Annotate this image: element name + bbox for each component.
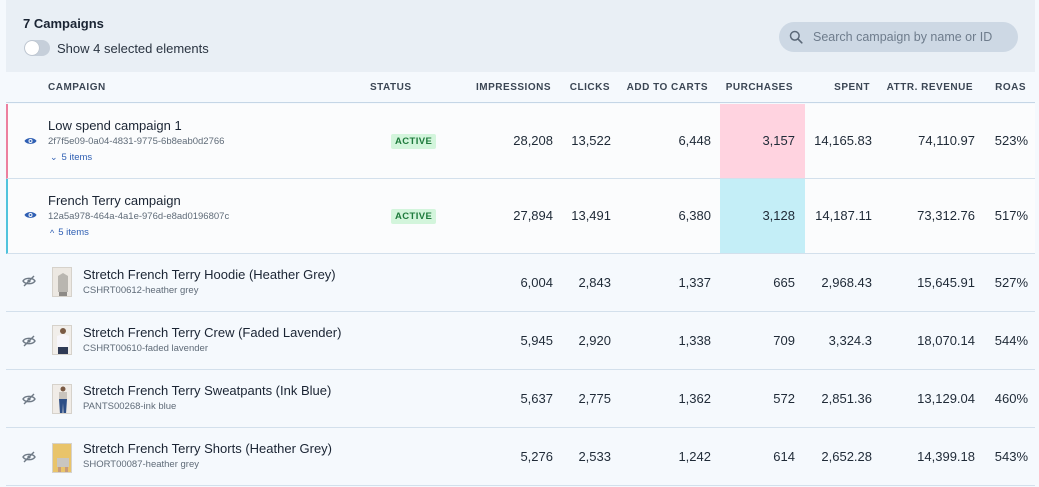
- attr-revenue-value: 13,129.04: [917, 391, 975, 406]
- purchases-value: 665: [773, 275, 795, 290]
- column-header-add-to-carts[interactable]: ADD TO CARTS: [626, 82, 708, 93]
- attr-revenue-value: 73,312.76: [917, 208, 975, 223]
- product-row[interactable]: Stretch French Terry Crew (Faded Lavende…: [6, 312, 1035, 370]
- impressions-value: 28,208: [513, 133, 553, 148]
- product-sku: CSHRT00610-faded lavender: [83, 343, 208, 354]
- purchases-highlight: [720, 179, 805, 253]
- product-sku: CSHRT00612-heather grey: [83, 285, 199, 296]
- product-row[interactable]: Stretch French Terry Hoodie (Heather Gre…: [6, 254, 1035, 312]
- column-header-spent[interactable]: SPENT: [834, 82, 870, 93]
- product-name[interactable]: Stretch French Terry Hoodie (Heather Gre…: [83, 267, 336, 282]
- spent-value: 2,968.43: [821, 275, 872, 290]
- expand-items-link[interactable]: ⌄ 5 items: [50, 152, 92, 163]
- eye-off-icon[interactable]: [22, 335, 36, 347]
- purchases-value: 614: [773, 449, 795, 464]
- impressions-value: 5,637: [520, 391, 553, 406]
- eye-icon[interactable]: [24, 136, 37, 146]
- add-to-carts-value: 6,380: [678, 208, 711, 223]
- column-header-clicks[interactable]: CLICKS: [569, 82, 610, 93]
- spent-value: 14,165.83: [814, 133, 872, 148]
- spent-value: 14,187.11: [815, 208, 872, 223]
- search-box[interactable]: [779, 22, 1018, 52]
- purchases-value: 572: [773, 391, 795, 406]
- attr-revenue-value: 15,645.91: [917, 275, 975, 290]
- items-count: 5 items: [58, 227, 89, 238]
- impressions-value: 27,894: [513, 208, 553, 223]
- product-thumbnail: [52, 443, 72, 473]
- purchases-value: 3,128: [762, 208, 795, 223]
- show-selected-label: Show 4 selected elements: [57, 40, 209, 56]
- product-sku: PANTS00268-ink blue: [83, 401, 177, 412]
- status-badge: ACTIVE: [391, 209, 437, 224]
- campaign-id: 2f7f5e09-0a04-4831-9775-6b8eab0d2766: [48, 136, 225, 147]
- product-name[interactable]: Stretch French Terry Crew (Faded Lavende…: [83, 325, 342, 340]
- status-badge: ACTIVE: [391, 134, 437, 149]
- campaign-name[interactable]: Low spend campaign 1: [48, 118, 182, 133]
- table-header-bar: 7 Campaigns Show 4 selected elements: [6, 0, 1035, 72]
- clicks-value: 13,522: [571, 133, 611, 148]
- purchases-highlight: [720, 104, 805, 178]
- items-count: 5 items: [61, 152, 93, 163]
- roas-value: 527%: [994, 275, 1028, 290]
- campaign-name[interactable]: French Terry campaign: [48, 193, 181, 208]
- search-icon: [789, 30, 803, 44]
- campaign-id: 12a5a978-464a-4a1e-976d-e8ad0196807c: [48, 211, 230, 222]
- spent-value: 2,851.36: [821, 391, 872, 406]
- column-header-status[interactable]: STATUS: [370, 82, 412, 93]
- add-to-carts-value: 1,338: [678, 333, 711, 348]
- toggle-knob: [25, 41, 39, 55]
- product-name[interactable]: Stretch French Terry Shorts (Heather Gre…: [83, 441, 333, 456]
- impressions-value: 6,004: [520, 275, 553, 290]
- add-to-carts-value: 1,362: [678, 391, 711, 406]
- eye-icon[interactable]: [24, 210, 37, 220]
- column-header-roas[interactable]: ROAS: [995, 82, 1026, 93]
- impressions-value: 5,945: [520, 333, 553, 348]
- show-selected-toggle[interactable]: [24, 40, 50, 56]
- attr-revenue-value: 74,110.97: [918, 133, 975, 148]
- search-input[interactable]: [813, 30, 1003, 44]
- collapse-items-link[interactable]: ^ 5 items: [50, 227, 89, 238]
- roas-value: 543%: [994, 449, 1028, 464]
- impressions-value: 5,276: [520, 449, 553, 464]
- column-header-purchases[interactable]: PURCHASES: [725, 82, 793, 93]
- chevron-up-icon: ^: [50, 227, 55, 238]
- show-selected-toggle-row[interactable]: Show 4 selected elements: [24, 40, 209, 56]
- product-sku: SHORT00087-heather grey: [83, 459, 199, 470]
- column-header-campaign[interactable]: CAMPAIGN: [48, 82, 106, 93]
- product-thumbnail: [52, 267, 72, 297]
- clicks-value: 13,491: [571, 208, 611, 223]
- purchases-value: 709: [773, 333, 795, 348]
- clicks-value: 2,843: [578, 275, 611, 290]
- campaign-row[interactable]: Low spend campaign 1 2f7f5e09-0a04-4831-…: [6, 104, 1035, 179]
- eye-off-icon[interactable]: [22, 451, 36, 463]
- clicks-value: 2,775: [578, 391, 611, 406]
- attr-revenue-value: 14,399.18: [917, 449, 975, 464]
- column-headers: CAMPAIGN STATUS IMPRESSIONS CLICKS ADD T…: [6, 72, 1035, 103]
- spent-value: 3,324.3: [828, 333, 872, 348]
- roas-value: 544%: [994, 333, 1028, 348]
- page-title: 7 Campaigns: [23, 16, 104, 31]
- add-to-carts-value: 1,242: [678, 449, 711, 464]
- eye-off-icon[interactable]: [22, 275, 36, 287]
- clicks-value: 2,533: [578, 449, 611, 464]
- spent-value: 2,652.28: [821, 449, 872, 464]
- product-name[interactable]: Stretch French Terry Sweatpants (Ink Blu…: [83, 383, 332, 398]
- add-to-carts-value: 6,448: [678, 133, 711, 148]
- chevron-down-icon: ⌄: [50, 152, 58, 162]
- roas-value: 523%: [994, 133, 1028, 148]
- campaign-row[interactable]: French Terry campaign 12a5a978-464a-4a1e…: [6, 179, 1035, 254]
- column-header-impressions[interactable]: IMPRESSIONS: [476, 82, 551, 93]
- product-thumbnail: [52, 325, 72, 355]
- roas-value: 517%: [994, 208, 1028, 223]
- purchases-value: 3,157: [762, 133, 795, 148]
- product-row[interactable]: Stretch French Terry Shorts (Heather Gre…: [6, 428, 1035, 486]
- clicks-value: 2,920: [578, 333, 611, 348]
- product-thumbnail: [52, 384, 72, 414]
- attr-revenue-value: 18,070.14: [917, 333, 975, 348]
- roas-value: 460%: [994, 391, 1028, 406]
- add-to-carts-value: 1,337: [678, 275, 711, 290]
- column-header-attr-revenue[interactable]: ATTR. REVENUE: [886, 82, 973, 93]
- product-row[interactable]: Stretch French Terry Sweatpants (Ink Blu…: [6, 370, 1035, 428]
- eye-off-icon[interactable]: [22, 393, 36, 405]
